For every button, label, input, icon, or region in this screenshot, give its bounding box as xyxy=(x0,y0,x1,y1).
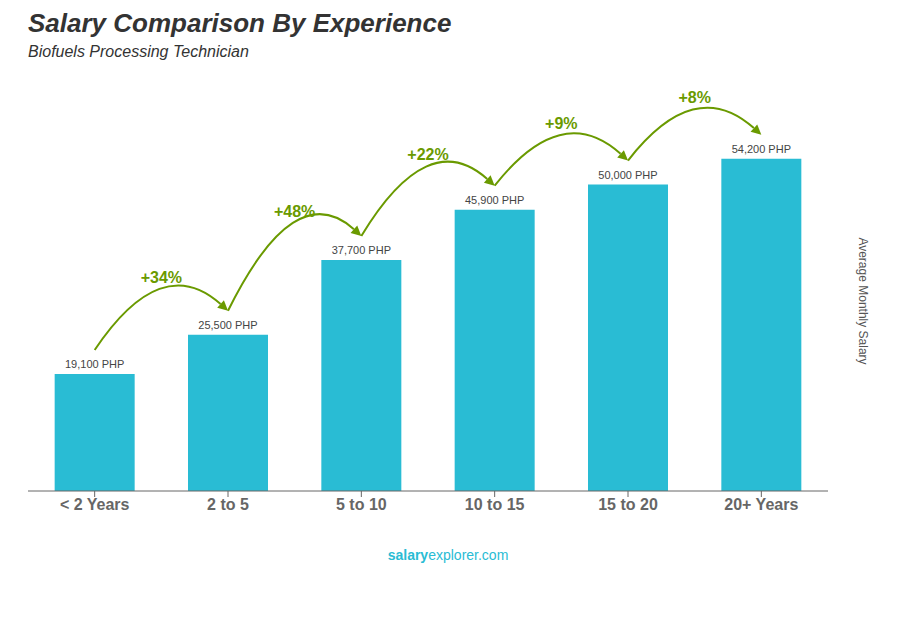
svg-text:10 to 15: 10 to 15 xyxy=(465,496,525,513)
svg-text:+34%: +34% xyxy=(141,269,182,286)
svg-text:20+ Years: 20+ Years xyxy=(724,496,798,513)
svg-text:< 2 Years: < 2 Years xyxy=(60,496,130,513)
svg-text:15 to 20: 15 to 20 xyxy=(598,496,658,513)
svg-text:+9%: +9% xyxy=(545,115,577,132)
svg-text:+22%: +22% xyxy=(407,146,448,163)
html-text:Salary Comparison By Experienc: Salary Comparison By Experience xyxy=(28,8,452,38)
svg-text:37,700 PHP: 37,700 PHP xyxy=(332,244,391,256)
svg-text:+48%: +48% xyxy=(274,203,315,220)
html-text:Average Monthly Salary: Average Monthly Salary xyxy=(856,237,870,365)
svg-text:25,500 PHP: 25,500 PHP xyxy=(198,319,257,331)
svg-text:+8%: +8% xyxy=(678,89,710,106)
svg-text:5 to 10: 5 to 10 xyxy=(336,496,387,513)
html-text:Biofuels Processing Technician: Biofuels Processing Technician xyxy=(28,43,249,60)
svg-text:19,100 PHP: 19,100 PHP xyxy=(65,358,124,370)
svg-text:45,900 PHP: 45,900 PHP xyxy=(465,194,524,206)
svg-text:54,200 PHP: 54,200 PHP xyxy=(732,143,791,155)
html-text:salary explorer.com: salary explorer.com xyxy=(387,547,509,563)
svg-text:50,000 PHP: 50,000 PHP xyxy=(598,169,657,181)
svg-text:2 to 5: 2 to 5 xyxy=(207,496,249,513)
